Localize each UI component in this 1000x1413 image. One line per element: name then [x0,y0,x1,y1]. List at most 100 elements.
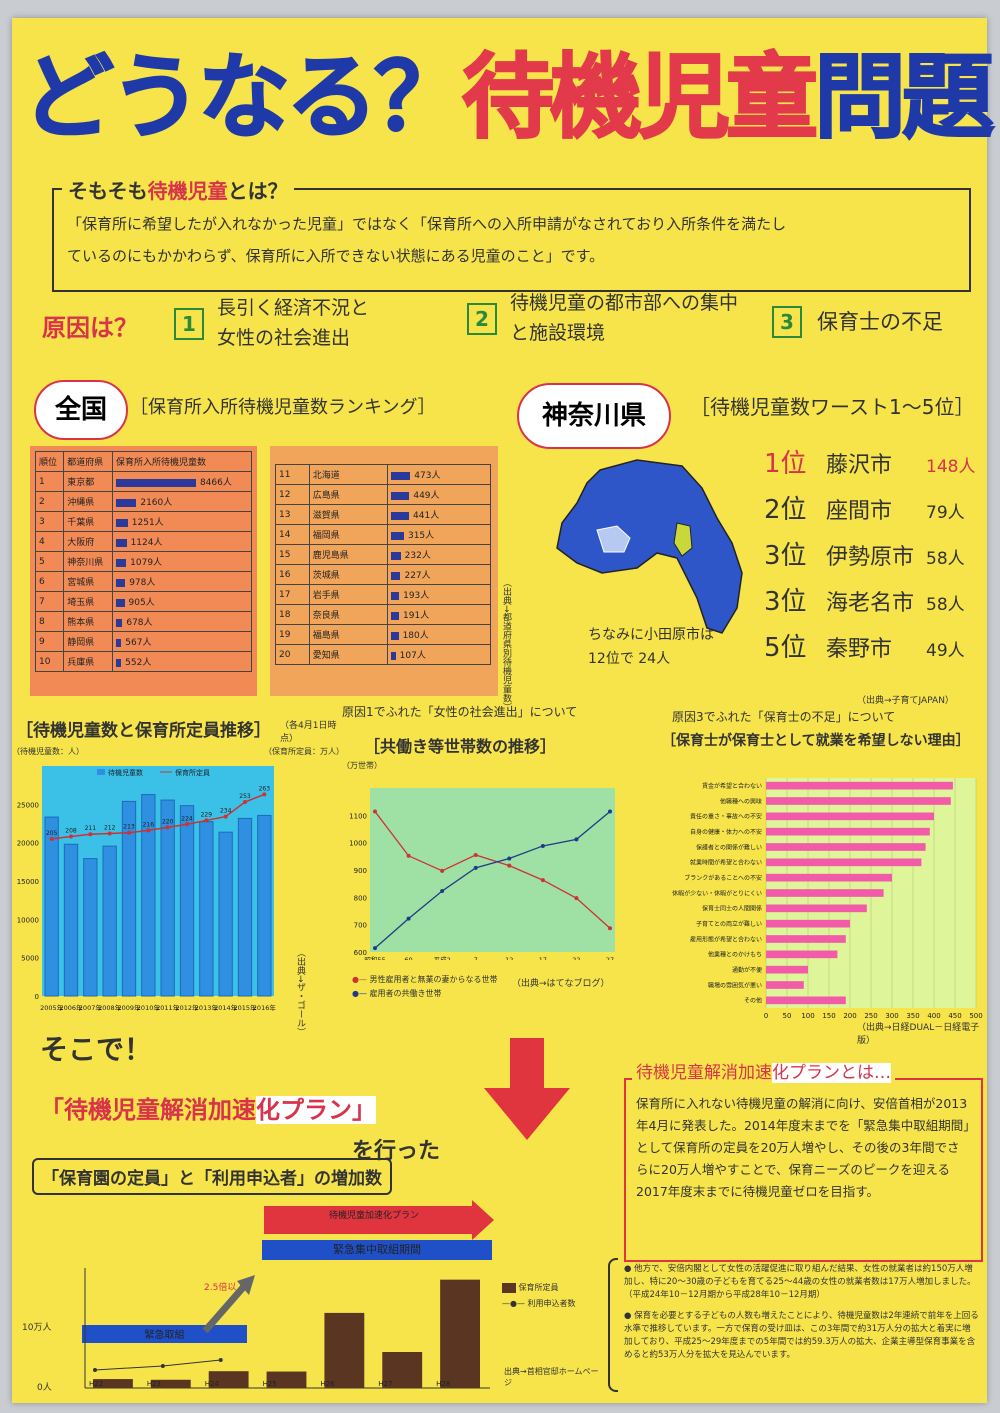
chart-mid-xtick: 12 [505,956,513,960]
chart-left-bar [44,816,59,997]
chart-left-point [204,818,209,823]
count-text: 441人 [413,511,440,521]
bottom-chart-bar [324,1312,365,1388]
kanagawa-rank: 1位 [764,449,807,479]
count-cell: 441人 [387,504,491,525]
pref-cell: 埼玉県 [63,591,113,612]
count-cell: 552人 [111,651,253,672]
count-bar [115,558,127,567]
chart-right-bar [766,996,846,1005]
chart-mid-heading: ［共働き等世帯数の推移］ [364,737,557,756]
kanagawa-shape [556,459,743,634]
count-bar [391,631,399,640]
chart-right-bar [766,827,930,836]
chart-left-ytick: 0 [35,993,39,1001]
chart-mid-xtick: 60 [404,956,412,960]
bottom-legend-line: —●— 利用申込者数 [502,1299,576,1308]
chart-right-xtick: 100 [801,1012,814,1018]
chart-left-point [107,831,112,836]
chart-left-point [49,836,54,841]
chart-mid-ytick: 900 [354,867,367,875]
cause-2-text: 待機児童の都市部への集中 と施設環境 [510,288,738,348]
ranking-2-row: 17 岩手県 193人 [275,584,491,605]
pref-cell: 沖縄県 [63,491,113,512]
count-bar [391,531,404,540]
chart-right-category-label: 賃金が希望と合わない [702,782,762,790]
chart-left-bar [102,845,117,997]
chart-left-ytick: 25000 [17,801,39,809]
chart-left-ytick: 10000 [17,916,39,924]
map-note-line2: 12位で 24人 [588,651,671,667]
bullet-item-1: ● 他方で、安倍内閣として女性の活躍促進に取り組んだ結果、女性の就業者は約150… [624,1264,976,1300]
banner-blue-top-label: 緊急集中取組期間 [333,1243,421,1256]
cause-1-number: 1 [174,308,204,340]
chart-left-source: （出典→ザ・ゴール） [295,948,305,1037]
definition-heading-term: 待機児童 [147,179,228,203]
chart-mid: 600 700 800 900 1000 1100 昭和55 60 平成2 7 12 17 22 27 [349,788,615,960]
chart-mid-ytick: 700 [354,922,367,930]
rank-cell: 8 [34,611,65,632]
pref-cell: 岩手県 [308,584,389,605]
kanagawa-rank: 5位 [764,633,807,663]
chart-mid-point [440,868,445,873]
chart-right-bar [766,965,808,974]
banner-blue-bottom-label: 緊急取組 [144,1330,185,1341]
count-bar [391,511,410,520]
bottom-chart-point [218,1358,223,1362]
definition-heading: そもそも待機児童とは？ [62,175,294,204]
chart-mid-ytick: 1000 [349,840,367,848]
growth-arrow-line [202,1280,250,1334]
rank-cell: 12 [275,484,310,505]
chart-mid-point [540,878,545,883]
chart-left-point-label: 211 [85,825,97,832]
chart-left-bar [257,814,272,997]
count-cell: 567人 [111,631,253,652]
bullet-list: ● 他方で、安倍内閣として女性の活躍促進に取り組んだ結果、女性の就業者は約150… [624,1263,979,1362]
bottom-chart-bar [150,1379,191,1388]
count-cell: 473人 [387,464,491,485]
count-text: 227人 [404,571,431,581]
ranking-2-row: 13 滋賀県 441人 [275,504,491,525]
count-bar [115,478,196,487]
chart-left-xtick: 2015年 [233,1003,257,1012]
chart-right-heading: ［保育士が保育士として就業を希望しない理由］ [662,733,970,749]
chart-mid-ytick: 600 [354,949,367,957]
chart-left-point [243,800,247,805]
chart-left-point-label: 208 [65,828,77,835]
chart-right-category-label: 責任の重さ・事故への不安 [690,813,762,821]
kanagawa-rank: 3位 [764,541,807,571]
chart-left-ylabel-left: （待機児童数：人） [12,747,84,756]
title-part3: 問題 [813,43,995,152]
down-arrow-icon [484,1038,570,1140]
count-bar [391,591,400,600]
ranking-table-1: 順位 都道府県 保育所入所待機児童数 1 東京都 8466人 2 沖縄県 2160人 3 千葉… [34,451,253,672]
count-cell: 978人 [111,571,253,592]
kanagawa-count: 148人 [926,457,976,477]
chart-mid-source: （出典→はてなブログ） [512,979,610,989]
page-title: どうなる？待機児童問題 [21,28,995,168]
increase-heading: 「保育園の定員」と「利用申込者」の増加数 [32,1158,392,1195]
count-cell: 227人 [387,564,491,585]
rank-cell: 4 [34,531,65,552]
chart-right-category-label: 保護者との関係が難しい [696,843,762,851]
chart-right-xtick: 450 [948,1012,961,1018]
rank-cell: 16 [275,564,310,585]
chart-left-ytick: 5000 [21,955,39,963]
pref-cell: 奈良県 [308,604,389,625]
count-text: 107人 [399,651,426,661]
bottom-legend-line-text: 利用申込者数 [527,1299,576,1308]
rank-cell: 20 [275,644,310,665]
cause-1-text: 長引く経済不況と 女性の社会進出 [217,293,369,353]
pref-cell: 滋賀県 [308,504,389,525]
count-text: 180人 [402,631,429,641]
kanagawa-map [556,459,743,634]
ranking-1-row: 5 神奈川県 1079人 [34,551,253,572]
national-source: （出典→都道府県別待機児童数） [501,578,511,712]
kanagawa-rank-row: 2位 座間市 79人 [764,489,979,535]
plan-box-title-a: 待機児童解消加速 [636,1063,772,1083]
kanagawa-rank: 3位 [764,587,807,617]
bottom-ytick: 10万人 [22,1323,52,1333]
chart-left-point [69,834,73,839]
count-bar [391,611,400,620]
kanagawa-rank-row: 3位 海老名市 58人 [764,581,979,627]
